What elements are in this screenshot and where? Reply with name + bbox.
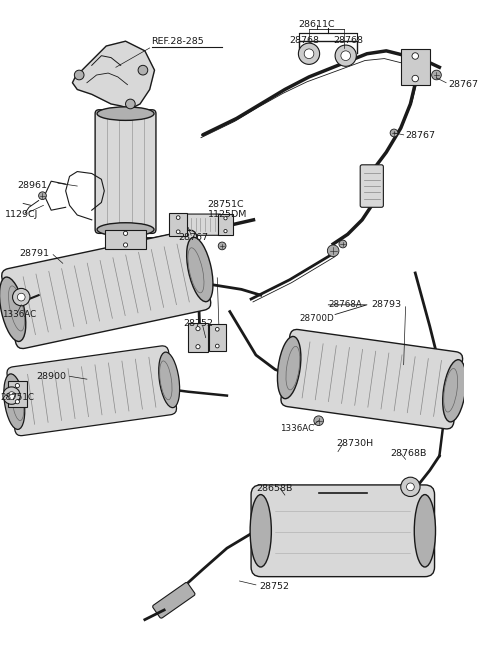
Text: 28752: 28752 bbox=[259, 583, 289, 591]
Text: 28793: 28793 bbox=[372, 300, 402, 310]
Text: 28751C: 28751C bbox=[0, 393, 34, 402]
Circle shape bbox=[196, 344, 200, 349]
Text: 1125DM: 1125DM bbox=[208, 209, 247, 218]
Circle shape bbox=[123, 232, 128, 236]
Text: 28767: 28767 bbox=[448, 80, 478, 89]
Circle shape bbox=[432, 70, 441, 80]
Circle shape bbox=[3, 387, 20, 404]
Circle shape bbox=[38, 192, 47, 199]
Circle shape bbox=[339, 240, 347, 248]
Circle shape bbox=[8, 392, 15, 400]
FancyBboxPatch shape bbox=[281, 329, 463, 429]
FancyBboxPatch shape bbox=[169, 213, 187, 236]
Text: 28611C: 28611C bbox=[299, 20, 335, 30]
Circle shape bbox=[74, 70, 84, 80]
Text: 28900: 28900 bbox=[36, 372, 67, 380]
Text: 28767: 28767 bbox=[179, 233, 209, 241]
Text: 28730H: 28730H bbox=[336, 440, 373, 449]
Circle shape bbox=[123, 243, 128, 247]
Circle shape bbox=[12, 289, 30, 306]
FancyBboxPatch shape bbox=[209, 324, 226, 351]
FancyBboxPatch shape bbox=[360, 165, 384, 207]
Text: 28791: 28791 bbox=[19, 249, 49, 258]
Ellipse shape bbox=[4, 374, 25, 430]
Circle shape bbox=[138, 66, 148, 75]
Ellipse shape bbox=[97, 107, 154, 121]
Ellipse shape bbox=[277, 337, 301, 399]
Text: 28751C: 28751C bbox=[208, 200, 244, 209]
FancyBboxPatch shape bbox=[105, 230, 146, 249]
Text: 28767: 28767 bbox=[406, 131, 435, 140]
Circle shape bbox=[401, 477, 420, 497]
Text: 28961: 28961 bbox=[17, 180, 48, 190]
Circle shape bbox=[390, 129, 398, 137]
Text: 28658B: 28658B bbox=[256, 484, 292, 493]
Circle shape bbox=[327, 245, 339, 256]
Circle shape bbox=[224, 230, 227, 233]
FancyBboxPatch shape bbox=[251, 485, 434, 577]
Circle shape bbox=[407, 483, 414, 491]
Circle shape bbox=[15, 384, 20, 388]
Circle shape bbox=[299, 43, 320, 64]
FancyBboxPatch shape bbox=[153, 583, 195, 618]
Circle shape bbox=[412, 75, 419, 82]
Circle shape bbox=[15, 400, 20, 404]
FancyBboxPatch shape bbox=[1, 230, 211, 348]
Text: 28768: 28768 bbox=[333, 35, 363, 45]
Text: 28752: 28752 bbox=[183, 319, 214, 327]
Text: REF.28-285: REF.28-285 bbox=[152, 37, 204, 46]
Polygon shape bbox=[72, 41, 155, 109]
Circle shape bbox=[314, 416, 324, 426]
Ellipse shape bbox=[0, 277, 26, 342]
Ellipse shape bbox=[159, 352, 180, 407]
Circle shape bbox=[341, 51, 350, 60]
Circle shape bbox=[196, 327, 200, 331]
Text: 28768B: 28768B bbox=[390, 449, 427, 458]
Text: 1336AC: 1336AC bbox=[280, 424, 314, 433]
Circle shape bbox=[224, 216, 227, 220]
FancyBboxPatch shape bbox=[184, 214, 222, 236]
FancyBboxPatch shape bbox=[188, 323, 208, 352]
Circle shape bbox=[218, 242, 226, 250]
Ellipse shape bbox=[443, 359, 466, 422]
FancyBboxPatch shape bbox=[95, 110, 156, 234]
Ellipse shape bbox=[97, 223, 154, 236]
Circle shape bbox=[126, 99, 135, 109]
Ellipse shape bbox=[250, 495, 271, 567]
Circle shape bbox=[216, 327, 219, 331]
Circle shape bbox=[216, 344, 219, 348]
Circle shape bbox=[176, 230, 180, 234]
Ellipse shape bbox=[187, 237, 213, 302]
Text: 1129CJ: 1129CJ bbox=[5, 209, 38, 218]
Text: 1336AC: 1336AC bbox=[2, 310, 36, 319]
Circle shape bbox=[335, 45, 356, 66]
Circle shape bbox=[17, 293, 25, 301]
Ellipse shape bbox=[414, 495, 435, 567]
Text: 28768: 28768 bbox=[290, 35, 320, 45]
FancyBboxPatch shape bbox=[218, 214, 233, 236]
Circle shape bbox=[304, 49, 314, 58]
FancyBboxPatch shape bbox=[401, 49, 430, 85]
FancyBboxPatch shape bbox=[7, 346, 177, 436]
Text: 28700D: 28700D bbox=[300, 314, 334, 323]
FancyBboxPatch shape bbox=[8, 380, 27, 407]
Text: 28768A: 28768A bbox=[328, 300, 362, 310]
Circle shape bbox=[412, 52, 419, 59]
Circle shape bbox=[176, 216, 180, 220]
